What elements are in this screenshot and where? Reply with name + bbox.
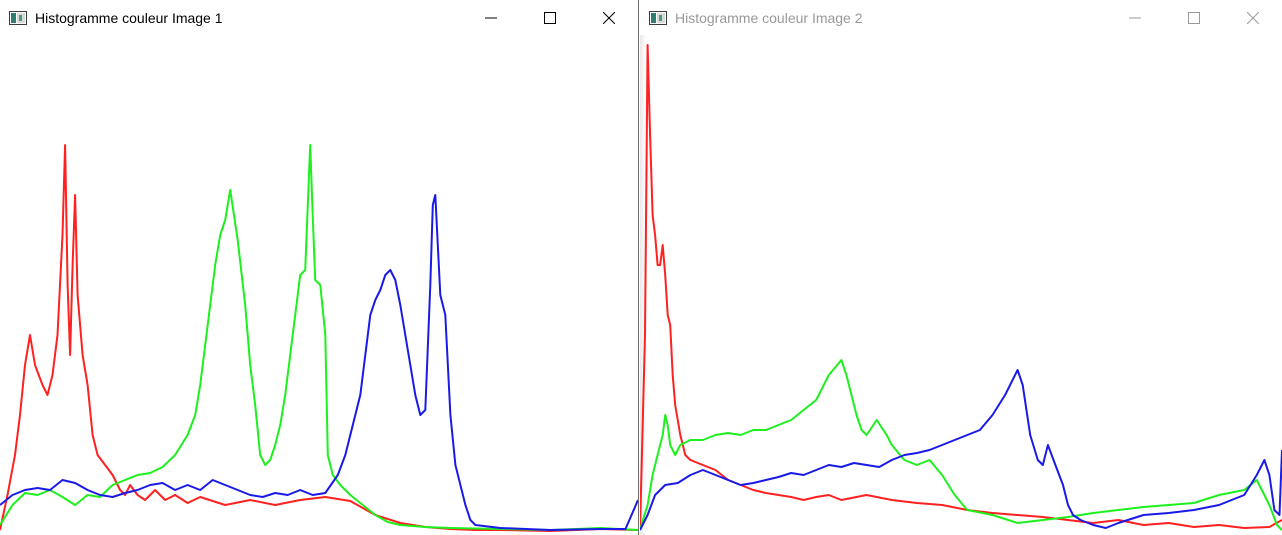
red-channel-line: [0, 144, 638, 532]
green-channel-line: [640, 359, 1282, 531]
window-title: Histogramme couleur Image 2: [675, 9, 863, 26]
close-icon: [1246, 11, 1259, 24]
histogram-window-2[interactable]: Histogramme couleur Image 2: [640, 0, 1282, 535]
histogram-window-1[interactable]: Histogramme couleur Image 1: [0, 0, 639, 535]
minimize-button[interactable]: [1105, 0, 1164, 35]
histogram-chart: [0, 144, 638, 532]
blue-channel-line: [640, 369, 1282, 531]
app-icon: [649, 10, 667, 25]
maximize-icon: [543, 11, 556, 24]
close-button[interactable]: [1223, 0, 1282, 35]
maximize-button[interactable]: [520, 0, 579, 35]
minimize-button[interactable]: [461, 0, 520, 35]
minimize-icon: [484, 17, 497, 18]
window-title: Histogramme couleur Image 1: [35, 9, 223, 26]
app-icon: [9, 10, 27, 25]
red-channel-line: [640, 44, 1282, 531]
histogram-chart: [640, 44, 1282, 531]
green-channel-line: [0, 144, 638, 531]
maximize-button[interactable]: [1164, 0, 1223, 35]
close-button[interactable]: [579, 0, 638, 35]
histogram-plot: [0, 35, 638, 535]
title-bar[interactable]: Histogramme couleur Image 2: [640, 0, 1282, 35]
maximize-icon: [1187, 11, 1200, 24]
blue-channel-line: [0, 194, 638, 531]
histogram-plot: [640, 35, 1282, 535]
close-icon: [602, 11, 615, 24]
minimize-icon: [1128, 17, 1141, 18]
title-bar[interactable]: Histogramme couleur Image 1: [0, 0, 638, 35]
